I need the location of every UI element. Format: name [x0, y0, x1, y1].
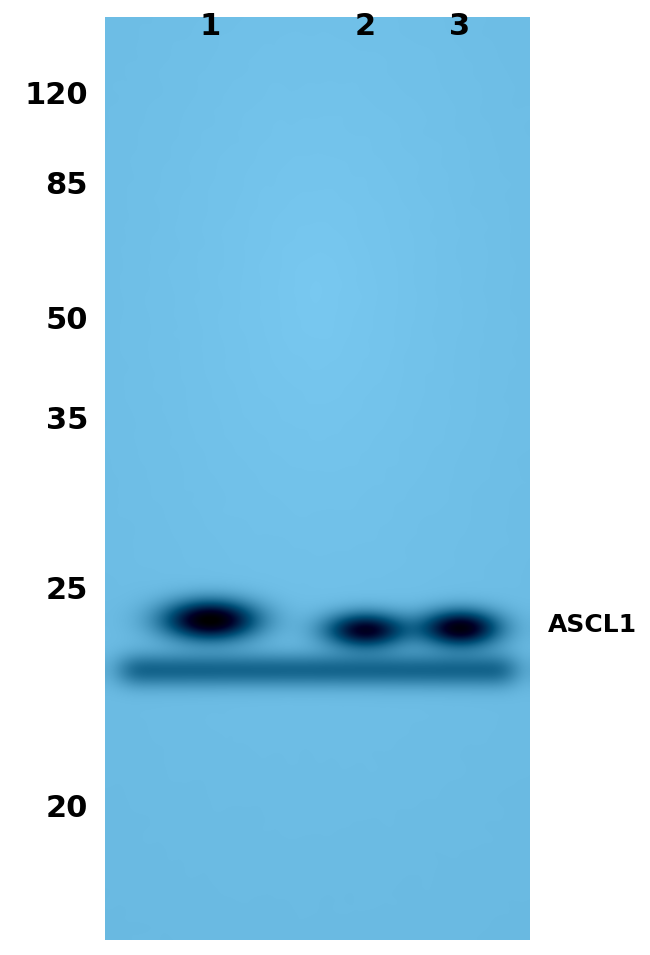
Text: 20: 20	[46, 794, 88, 822]
Text: 85: 85	[46, 171, 88, 200]
Text: 3: 3	[449, 12, 471, 41]
Text: 2: 2	[354, 12, 376, 41]
Text: ASCL1: ASCL1	[548, 613, 637, 637]
Text: 1: 1	[200, 12, 220, 41]
Text: 35: 35	[46, 406, 88, 435]
Text: 50: 50	[46, 306, 88, 334]
Text: 25: 25	[46, 576, 88, 605]
Text: 120: 120	[25, 80, 88, 110]
